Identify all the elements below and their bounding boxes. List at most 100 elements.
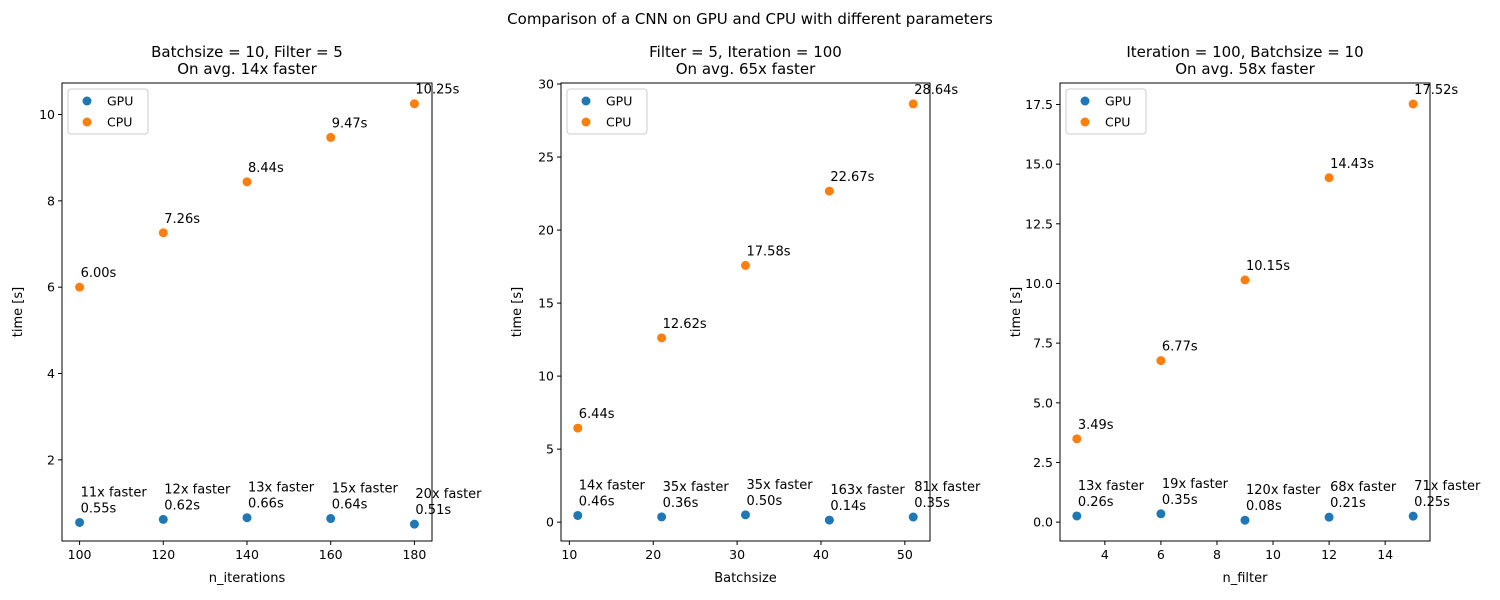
x-axis-label: Batchsize: [714, 571, 777, 586]
y-tick-label: 8: [47, 193, 55, 208]
cpu-point: [1324, 173, 1334, 183]
legend-marker-cpu: [581, 117, 591, 127]
y-tick-label: 5: [546, 442, 554, 457]
cpu-data-label: 6.77s: [1162, 340, 1198, 355]
gpu-point: [1324, 512, 1334, 522]
cpu-point: [409, 99, 419, 109]
y-tick-label: 10: [538, 369, 554, 384]
x-tick-label: 4: [1101, 547, 1109, 562]
y-axis-label: time [s]: [11, 287, 26, 337]
gpu-data-label: 12x faster 0.62s: [164, 482, 231, 513]
legend-label-gpu: GPU: [1105, 94, 1131, 109]
x-tick-label: 160: [319, 547, 343, 562]
cpu-data-label: 22.67s: [830, 170, 874, 185]
x-tick-label: 14: [1377, 547, 1393, 562]
cpu-point: [1240, 275, 1250, 285]
y-tick-label: 15: [538, 296, 554, 311]
x-tick-label: 20: [645, 547, 661, 562]
cpu-point: [657, 333, 667, 343]
cpu-data-label: 14.43s: [1330, 157, 1374, 172]
x-tick-label: 140: [235, 547, 259, 562]
subplots: Batchsize = 10, Filter = 5On avg. 14x fa…: [11, 43, 1481, 586]
y-axis-label: time [s]: [510, 287, 525, 337]
legend-marker-gpu: [1080, 96, 1090, 106]
cpu-data-label: 12.62s: [663, 317, 707, 332]
cpu-data-label: 6.00s: [81, 266, 117, 281]
cpu-data-label: 7.26s: [164, 212, 200, 227]
gpu-point: [741, 510, 750, 520]
legend-marker-gpu: [82, 96, 92, 106]
gpu-data-label: 14x faster 0.46s: [579, 478, 646, 509]
y-tick-label: 2.5: [1033, 455, 1053, 470]
gpu-point: [1408, 511, 1418, 521]
subplot-subtitle: On avg. 14x faster: [177, 60, 317, 78]
y-axis-label: time [s]: [1009, 287, 1024, 337]
gpu-data-label: 13x faster 0.66s: [248, 481, 315, 512]
subplot-1: Batchsize = 10, Filter = 5On avg. 14x fa…: [11, 43, 482, 586]
y-tick-label: 0: [546, 515, 554, 530]
gpu-point: [657, 512, 667, 522]
y-tick-label: 15.0: [1025, 157, 1053, 172]
x-axis-label: n_iterations: [209, 571, 286, 586]
cpu-data-label: 10.25s: [415, 83, 459, 98]
subplot-subtitle: On avg. 58x faster: [1175, 60, 1315, 78]
y-tick-label: 10: [39, 107, 55, 122]
y-tick-label: 12.5: [1025, 216, 1053, 231]
figure-suptitle: Comparison of a CNN on GPU and CPU with …: [507, 10, 993, 28]
cpu-point: [1408, 99, 1418, 109]
y-tick-label: 6: [47, 280, 55, 295]
cpu-data-label: 8.44s: [248, 161, 284, 176]
y-tick-label: 5.0: [1033, 395, 1053, 410]
cpu-point: [573, 423, 583, 433]
cpu-data-label: 3.49s: [1078, 418, 1114, 433]
x-tick-label: 30: [729, 547, 745, 562]
gpu-data-label: 120x faster 0.08s: [1246, 483, 1321, 514]
legend: GPU CPU: [1065, 88, 1147, 135]
subplot-title: Iteration = 100, Batchsize = 10: [1126, 43, 1363, 61]
x-tick-label: 6: [1157, 547, 1165, 562]
gpu-data-label: 35x faster 0.36s: [663, 480, 730, 511]
x-tick-label: 120: [151, 547, 175, 562]
gpu-data-label: 71x faster 0.25s: [1414, 479, 1481, 510]
legend-marker-cpu: [82, 117, 92, 127]
cpu-point: [741, 260, 750, 270]
cpu-data-label: 6.44s: [579, 407, 615, 422]
gpu-data-label: 15x faster 0.64s: [332, 482, 399, 513]
x-tick-label: 180: [402, 547, 426, 562]
axes-frame: [1059, 82, 1431, 542]
cpu-point: [75, 282, 85, 292]
y-tick-label: 0.0: [1033, 515, 1053, 530]
gpu-point: [158, 514, 168, 524]
legend-label-cpu: CPU: [107, 115, 132, 130]
gpu-data-label: 35x faster 0.50s: [747, 478, 814, 509]
y-tick-label: 10.0: [1025, 276, 1053, 291]
gpu-data-label: 163x faster 0.14s: [830, 483, 905, 514]
legend: GPU CPU: [67, 88, 149, 135]
y-tick-label: 2: [47, 452, 55, 467]
cpu-data-label: 10.15s: [1246, 259, 1290, 274]
y-tick-label: 25: [538, 150, 554, 165]
gpu-data-label: 20x faster 0.51s: [415, 487, 482, 518]
gpu-point: [573, 510, 583, 520]
gpu-point: [908, 512, 918, 522]
gpu-data-label: 68x faster 0.21s: [1330, 480, 1397, 511]
legend: GPU CPU: [566, 88, 648, 135]
cpu-point: [1072, 434, 1082, 444]
x-tick-label: 100: [68, 547, 92, 562]
cpu-data-label: 9.47s: [332, 116, 368, 131]
cpu-point: [908, 99, 918, 109]
gpu-point: [1072, 511, 1082, 521]
gpu-data-label: 11x faster 0.55s: [81, 485, 148, 516]
y-tick-label: 30: [538, 77, 554, 92]
cpu-data-label: 17.52s: [1414, 83, 1458, 98]
y-tick-label: 4: [47, 366, 55, 381]
x-tick-label: 50: [897, 547, 913, 562]
cpu-data-label: 28.64s: [914, 83, 958, 98]
x-tick-label: 12: [1321, 547, 1337, 562]
legend-marker-cpu: [1080, 117, 1090, 127]
x-tick-label: 10: [561, 547, 577, 562]
axes-frame: [61, 82, 433, 542]
gpu-point: [326, 514, 336, 524]
gpu-point: [409, 519, 419, 529]
